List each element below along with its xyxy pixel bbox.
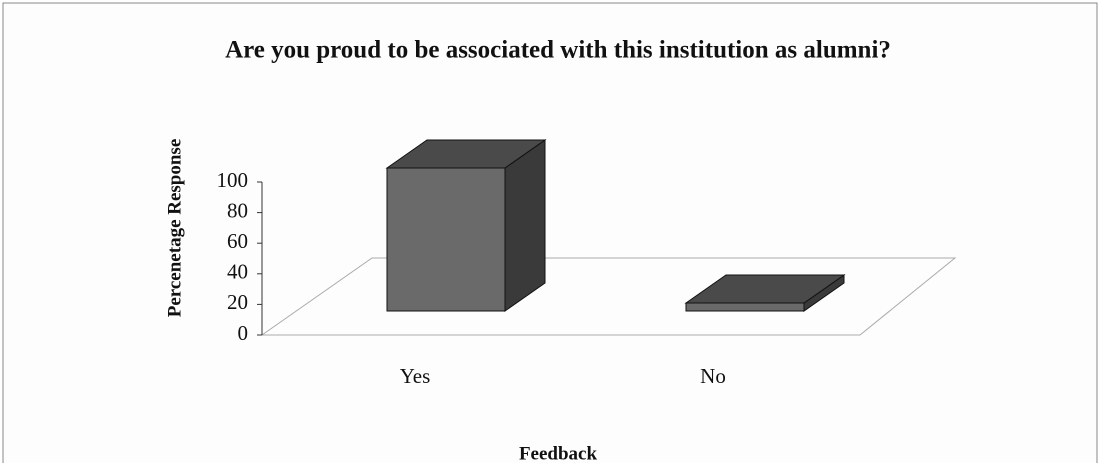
y-tick-label: 0 [238, 321, 249, 345]
bar-face [504, 139, 546, 312]
y-tick-label: 80 [227, 198, 248, 222]
y-tick-label: 100 [217, 168, 249, 192]
x-tick-label: Yes [400, 364, 431, 388]
y-tick-label: 20 [227, 290, 248, 314]
floor [260, 257, 957, 336]
bar [385, 139, 547, 312]
bar-face [685, 302, 805, 312]
x-axis-label: Feedback [519, 443, 598, 463]
x-tick-label: No [700, 364, 726, 388]
bar [684, 274, 846, 312]
y-tick-label: 40 [227, 260, 248, 284]
chart-title: Are you proud to be associated with this… [225, 37, 891, 64]
y-tick-label: 60 [227, 229, 248, 253]
bar-face [386, 167, 506, 312]
y-axis-label: Percenetage Response [164, 139, 185, 318]
bar-face [385, 139, 547, 169]
bar-face [684, 274, 846, 304]
